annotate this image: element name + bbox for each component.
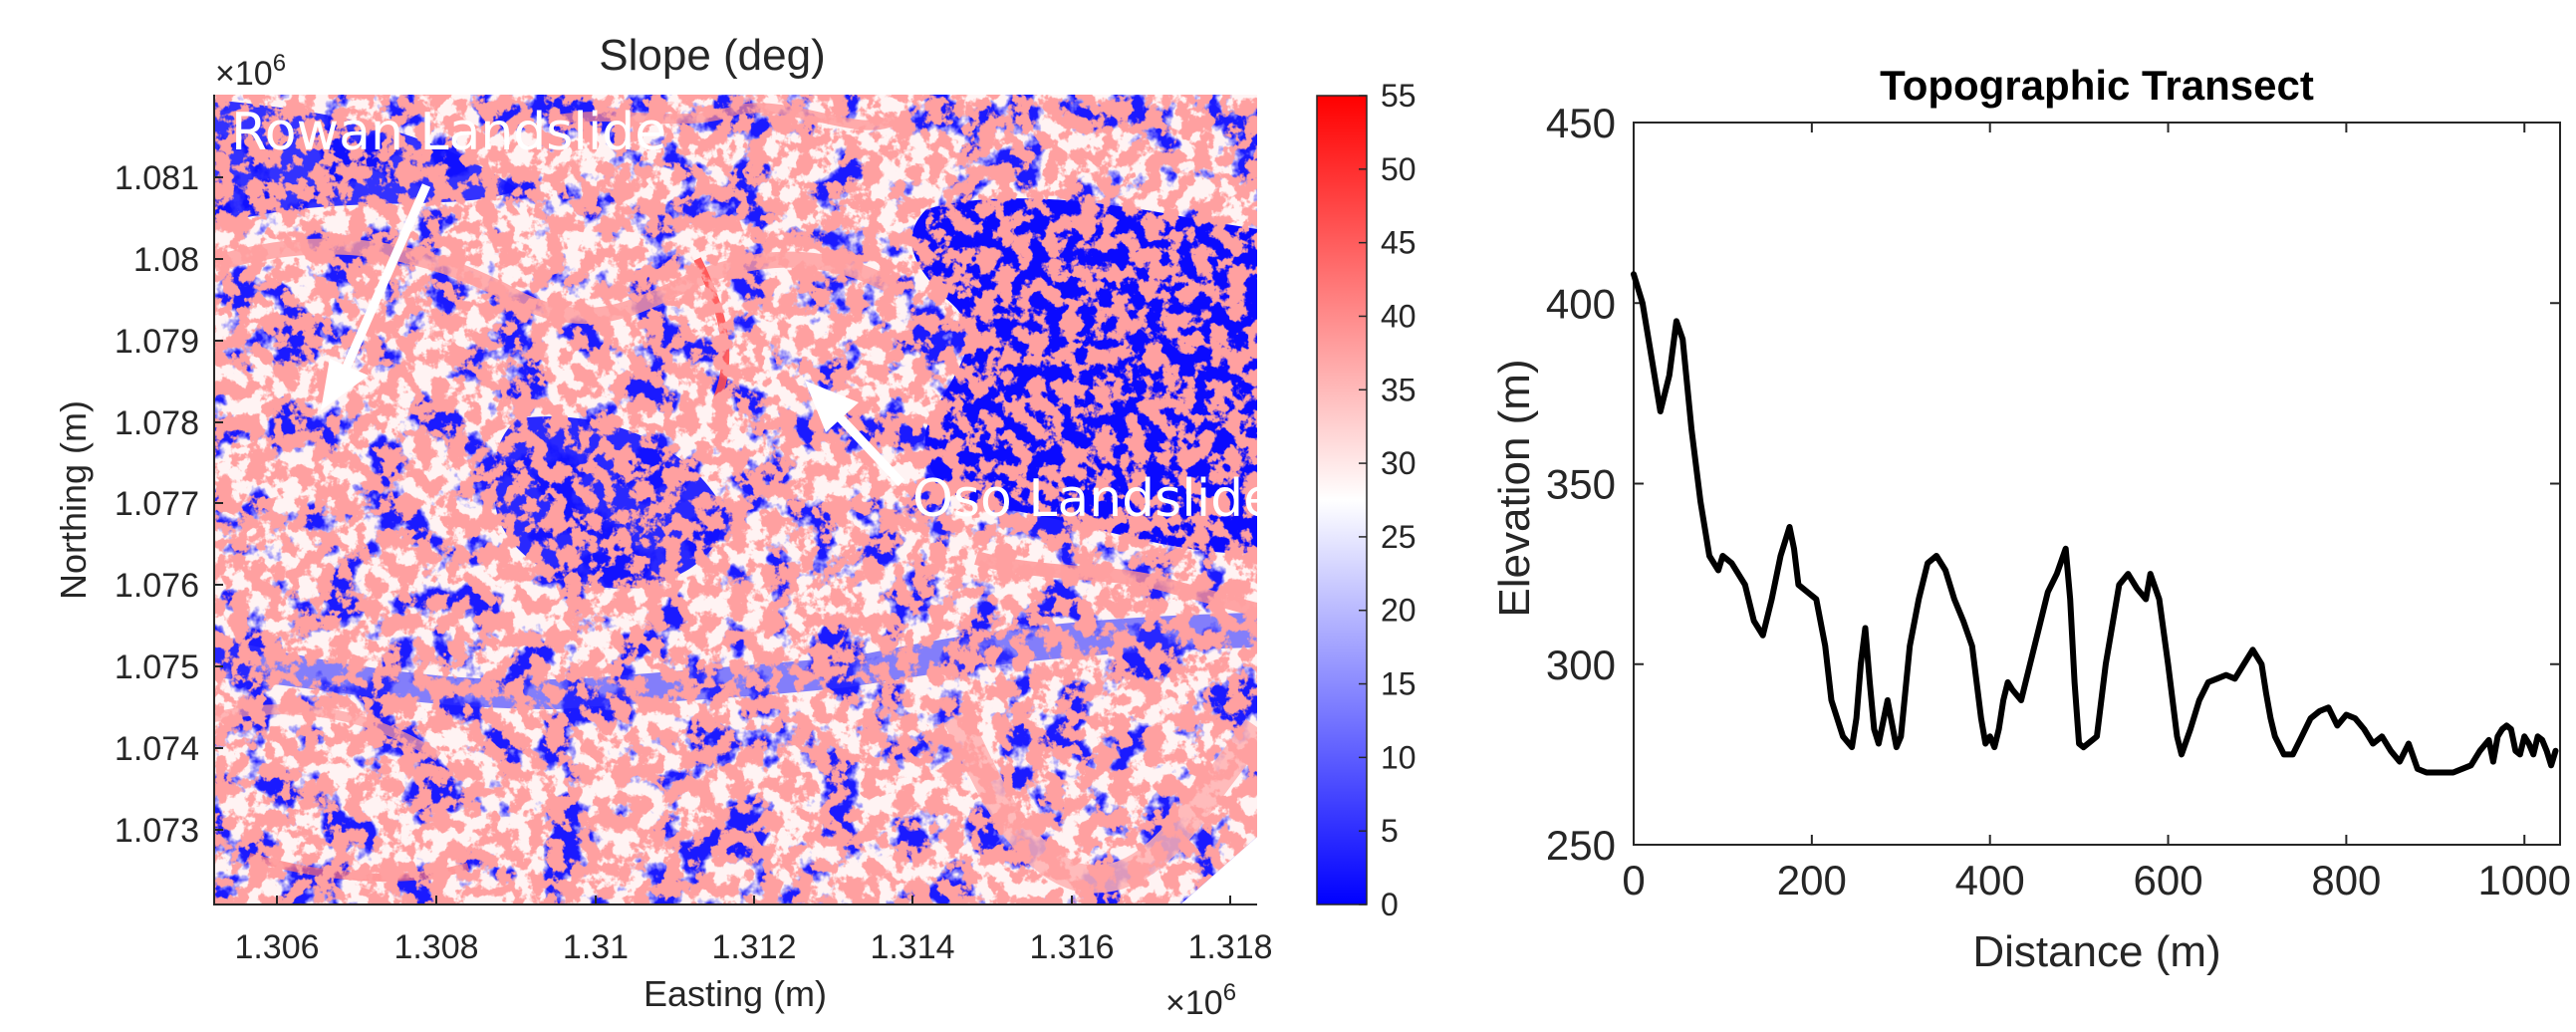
colorbar-tick-label: 10 — [1381, 739, 1417, 775]
map-y-tick-label: 1.081 — [115, 159, 199, 197]
map-y-tick-label: 1.075 — [115, 648, 199, 686]
transect-y-tick-label: 250 — [1546, 822, 1616, 869]
map-y-tick-label: 1.079 — [115, 323, 199, 361]
colorbar-tick-label: 45 — [1381, 225, 1417, 261]
oso-landslide-annotation: Oso Landslide — [805, 381, 1275, 529]
transect-x-axis-label: Distance (m) — [1972, 927, 2220, 976]
transect-x-tick-label: 0 — [1622, 857, 1645, 903]
colorbar-tick-label: 20 — [1381, 593, 1417, 629]
colorbar-tick-label: 0 — [1381, 887, 1399, 922]
colorbar-tick-label: 5 — [1381, 813, 1399, 849]
transect-x-tick-label: 800 — [2311, 857, 2381, 903]
map-y-tick-label: 1.074 — [115, 730, 199, 768]
colorbar-gradient — [1316, 95, 1368, 905]
y-exponent-power: 6 — [273, 50, 286, 77]
transect-title: Topographic Transect — [1880, 62, 2314, 109]
transect-x-ticks: 0 200 400 600 800 1000 — [1622, 123, 2571, 903]
map-x-tick-label: 1.312 — [711, 928, 796, 966]
map-title: Slope (deg) — [599, 31, 825, 80]
transect-y-ticks: 250 300 350 400 450 — [1546, 100, 2560, 869]
map-y-tick-label: 1.077 — [115, 485, 199, 523]
colorbar-tick-label: 35 — [1381, 372, 1417, 407]
map-x-tick-label: 1.314 — [870, 928, 954, 966]
y-exponent-label: ×106 — [215, 50, 286, 93]
y-exponent-base: ×10 — [215, 55, 273, 93]
transect-panel: Topographic Transect 0 200 400 600 800 1000 2… — [1490, 62, 2571, 976]
map-x-axis-label: Easting (m) — [644, 973, 827, 1014]
map-y-ticks: 1.081 1.08 1.079 1.078 1.077 1.076 1.075 1.074 1… — [115, 159, 223, 850]
colorbar-tick-label: 55 — [1381, 78, 1417, 114]
map-x-ticks: 1.306 1.308 1.31 1.312 1.314 1.316 1.318 — [234, 896, 1273, 966]
colorbar-tick-label: 50 — [1381, 151, 1417, 187]
map-axes — [213, 95, 1257, 905]
transect-y-tick-label: 450 — [1546, 100, 1616, 146]
transect-x-tick-label: 1000 — [2478, 857, 2571, 903]
colorbar: 0 5 10 15 20 25 30 35 40 45 50 55 — [1316, 78, 1417, 922]
x-exponent-label: ×106 — [1165, 979, 1236, 1022]
map-y-tick-label: 1.073 — [115, 812, 199, 850]
transect-y-tick-label: 300 — [1546, 642, 1616, 688]
map-x-tick-label: 1.308 — [393, 928, 478, 966]
map-x-tick-label: 1.31 — [563, 928, 629, 966]
oso-landslide-label: Oso Landslide — [912, 469, 1275, 529]
map-x-tick-label: 1.306 — [234, 928, 319, 966]
colorbar-tick-label: 25 — [1381, 519, 1417, 555]
elevation-line — [1631, 271, 2559, 776]
transect-x-tick-label: 600 — [2133, 857, 2202, 903]
slope-heatmap — [214, 95, 1257, 904]
transect-y-tick-label: 350 — [1546, 461, 1616, 508]
map-y-tick-label: 1.078 — [115, 404, 199, 442]
transect-x-tick-label: 200 — [1777, 857, 1847, 903]
map-x-tick-label: 1.318 — [1187, 928, 1272, 966]
colorbar-ticks: 0 5 10 15 20 25 30 35 40 45 50 55 — [1359, 78, 1417, 922]
x-exponent-base: ×10 — [1165, 984, 1223, 1022]
colorbar-tick-label: 30 — [1381, 445, 1417, 481]
map-y-axis-label: Northing (m) — [53, 400, 94, 600]
x-exponent-power: 6 — [1223, 979, 1236, 1006]
rowan-landslide-annotation: Rowan Landslide — [231, 103, 666, 410]
transect-y-axis-label: Elevation (m) — [1490, 359, 1539, 617]
map-y-tick-label: 1.08 — [133, 241, 199, 279]
colorbar-tick-label: 15 — [1381, 666, 1417, 702]
slope-map-panel: Slope (deg) Rowan Landslide — [53, 31, 1417, 1022]
transect-x-tick-label: 400 — [1955, 857, 2025, 903]
map-x-tick-label: 1.316 — [1029, 928, 1114, 966]
colorbar-tick-label: 40 — [1381, 298, 1417, 334]
transect-y-tick-label: 400 — [1546, 280, 1616, 327]
map-y-tick-label: 1.076 — [115, 567, 199, 605]
rowan-landslide-label: Rowan Landslide — [231, 103, 666, 162]
